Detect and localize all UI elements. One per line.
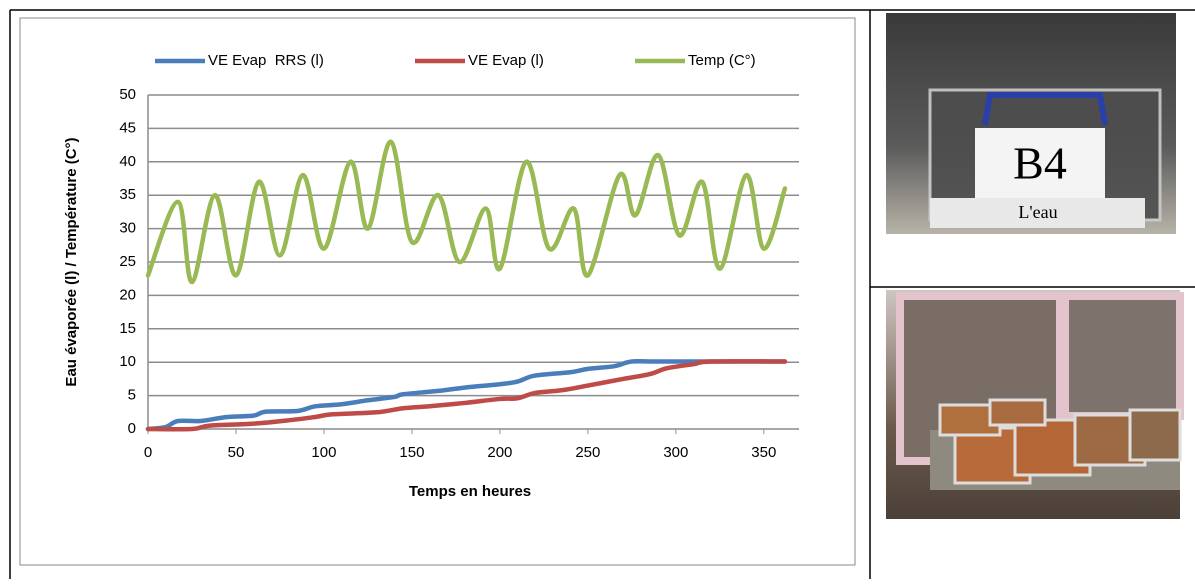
legend-label: VE Evap (l) — [468, 52, 544, 69]
photo-label: B4 — [1013, 138, 1067, 189]
x-tick-label: 250 — [575, 444, 600, 461]
y-axis-label: Eau évaporée (l) / Température (C°) — [63, 137, 80, 386]
x-tick-label: 100 — [311, 444, 336, 461]
y-tick-label: 0 — [128, 420, 136, 437]
y-tick-label: 40 — [119, 153, 136, 170]
series-line — [145, 359, 788, 432]
x-axis-label: Temps en heures — [409, 483, 531, 500]
legend-label: VE Evap RRS (l) — [208, 52, 324, 69]
x-tick-label: 300 — [663, 444, 688, 461]
y-tick-label: 30 — [119, 220, 136, 237]
y-tick-label: 50 — [119, 86, 136, 103]
x-tick-label: 350 — [751, 444, 776, 461]
photo-box: B4 L'eau — [886, 13, 1176, 234]
x-tick-label: 0 — [144, 444, 152, 461]
series-line — [145, 139, 788, 285]
y-tick-label: 10 — [119, 353, 136, 370]
table-borders — [9, 9, 1195, 579]
legend-label: Temp (C°) — [688, 52, 756, 69]
photo-shelf — [886, 290, 1184, 519]
y-tick-label: 15 — [119, 320, 136, 337]
series-line — [145, 358, 788, 432]
y-tick-label: 45 — [119, 119, 136, 136]
y-tick-label: 25 — [119, 253, 136, 270]
x-tick-label: 200 — [487, 444, 512, 461]
y-tick-label: 20 — [119, 286, 136, 303]
x-tick-label: 50 — [228, 444, 245, 461]
photo-label: L'eau — [1018, 202, 1057, 222]
x-tick-label: 150 — [399, 444, 424, 461]
y-tick-label: 5 — [128, 387, 136, 404]
y-tick-label: 35 — [119, 186, 136, 203]
